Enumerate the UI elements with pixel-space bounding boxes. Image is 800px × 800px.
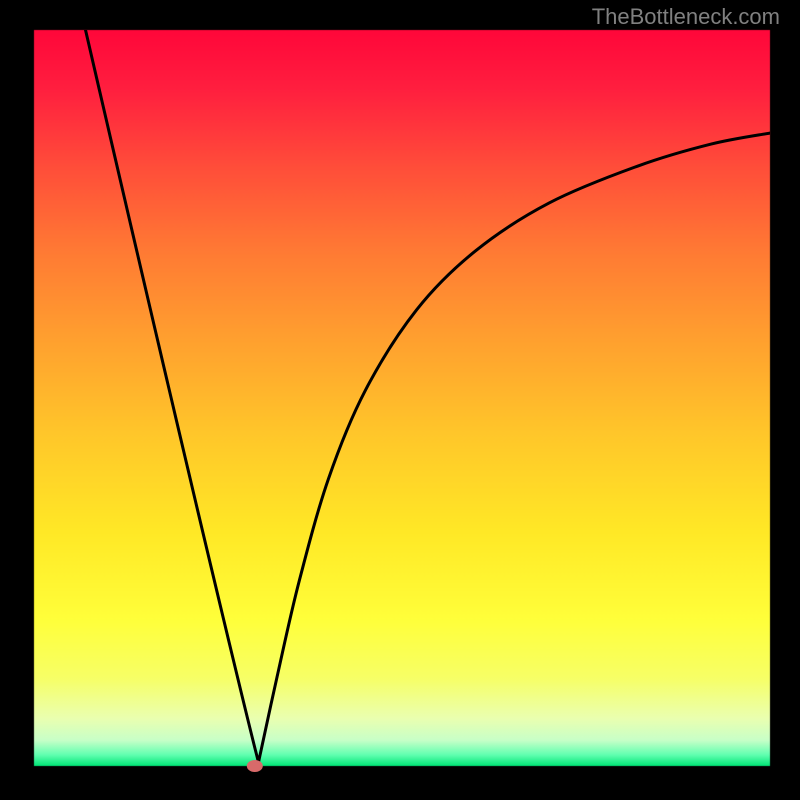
chart-stage: TheBottleneck.com — [0, 0, 800, 800]
watermark-text: TheBottleneck.com — [592, 4, 780, 30]
curve-overlay — [0, 0, 800, 800]
optimum-marker — [247, 760, 263, 772]
bottleneck-curve — [86, 30, 770, 762]
